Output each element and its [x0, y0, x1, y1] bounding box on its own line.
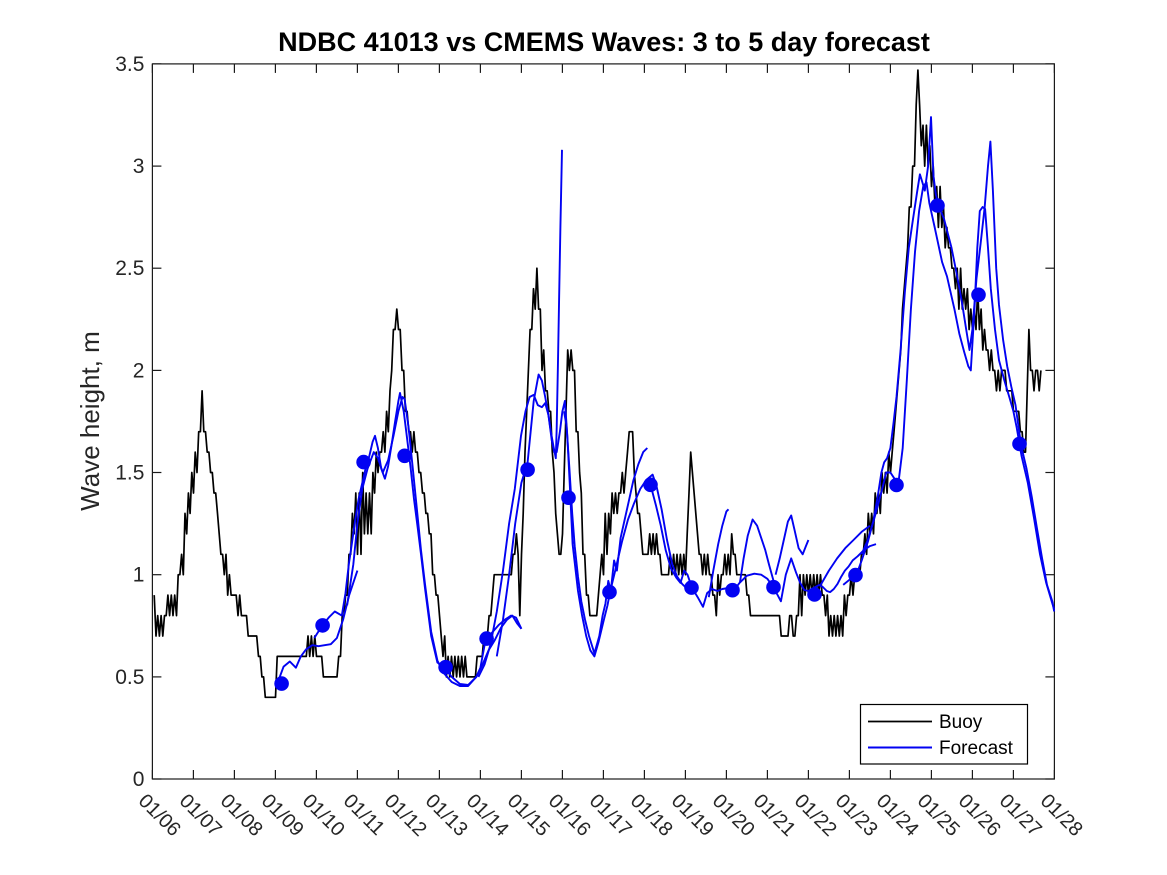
svg-text:Wave height, m: Wave height, m — [75, 331, 105, 511]
svg-text:0: 0 — [133, 768, 145, 791]
svg-text:Buoy: Buoy — [939, 712, 983, 733]
svg-text:NDBC 41013 vs CMEMS Waves: 3 t: NDBC 41013 vs CMEMS Waves: 3 to 5 day fo… — [278, 27, 930, 57]
svg-text:3: 3 — [133, 155, 145, 178]
svg-text:0.5: 0.5 — [115, 666, 144, 689]
svg-text:1.5: 1.5 — [115, 462, 144, 485]
svg-text:2: 2 — [133, 359, 145, 382]
svg-text:2.5: 2.5 — [115, 257, 144, 280]
svg-text:Forecast: Forecast — [939, 738, 1014, 759]
svg-text:3.5: 3.5 — [115, 53, 144, 76]
svg-text:1: 1 — [133, 564, 145, 587]
